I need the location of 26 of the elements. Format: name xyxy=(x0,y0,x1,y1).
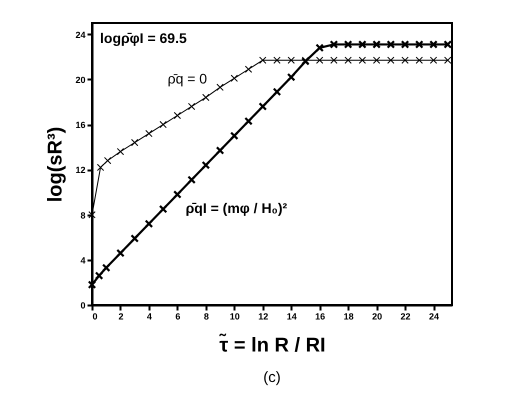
y-tick-label: 0 xyxy=(80,300,86,310)
x-tick-label: 20 xyxy=(372,312,382,322)
y-tick-label: 20 xyxy=(75,74,86,85)
text: (c) xyxy=(263,369,281,386)
x-tick-label: 16 xyxy=(315,312,326,322)
x-tick-label: 10 xyxy=(230,312,240,322)
y-tick-label: 4 xyxy=(80,255,86,266)
x-tick-label: 18 xyxy=(344,312,354,322)
x-tick-label: 2 xyxy=(118,312,124,322)
y-tick-label: 8 xyxy=(80,210,86,220)
series-label: ρ̄qI = (mφ / H₀)² xyxy=(186,200,288,216)
x-tick-label: 6 xyxy=(175,312,180,322)
x-axis-title: τ̃ = ln R / RI xyxy=(218,334,326,356)
x-tick-label: 8 xyxy=(204,312,209,322)
x-tick-label: 14 xyxy=(286,312,297,322)
x-tick-label: 22 xyxy=(400,312,411,322)
y-tick-label: 24 xyxy=(75,30,86,40)
y-tick-label: 16 xyxy=(75,120,86,130)
annotation: logρ̄φI = 69.5 xyxy=(100,30,187,46)
x-tick-label: 24 xyxy=(428,312,440,322)
x-tick-label: 12 xyxy=(258,312,268,322)
x-tick-label: 0 xyxy=(92,312,98,322)
y-axis-title: log(sR³) xyxy=(44,126,66,202)
y-tick-label: 12 xyxy=(75,165,86,176)
series-label: ρ̄q = 0 xyxy=(168,70,208,86)
x-tick-label: 4 xyxy=(146,312,152,322)
